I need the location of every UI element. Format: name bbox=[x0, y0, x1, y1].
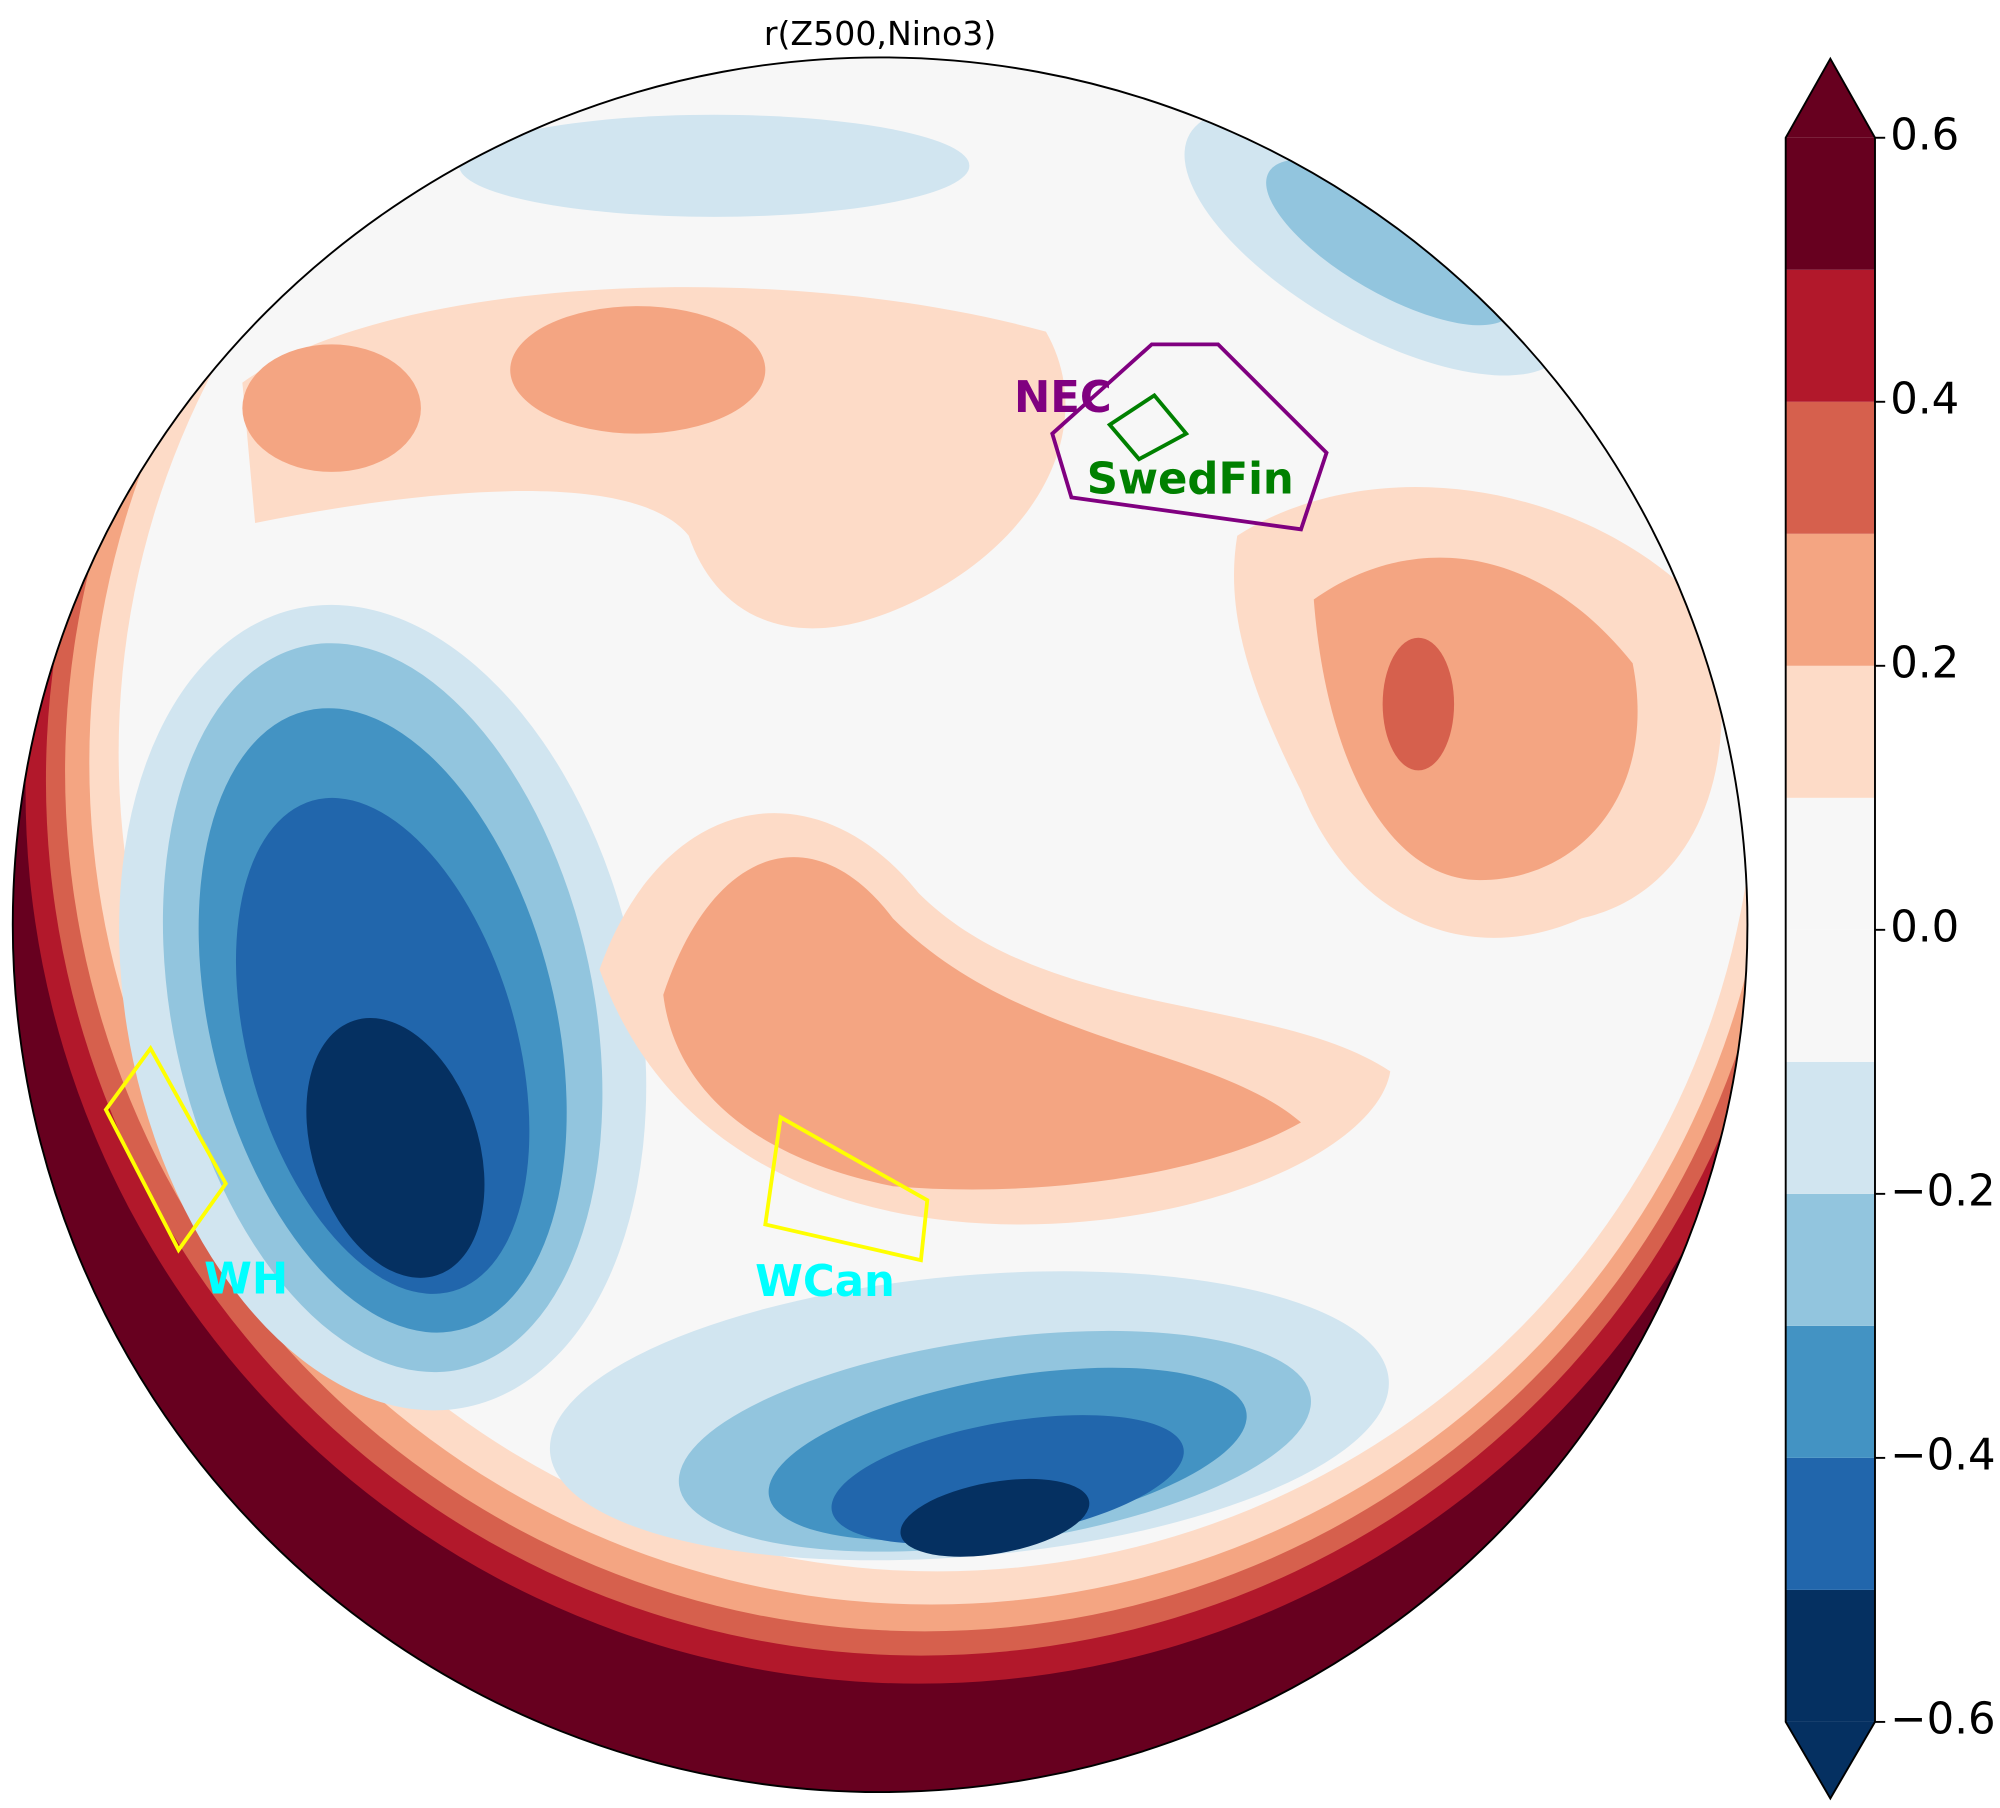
colorbar-bin bbox=[1785, 401, 1875, 534]
contour bbox=[306, 1018, 485, 1278]
colorbar: 0.6 0.4 0.2 0.0 −0.2 −0.4 −0.6 bbox=[1784, 56, 1996, 1801]
contour bbox=[510, 306, 766, 434]
chart-title: r(Z500,Nino3) bbox=[764, 14, 996, 53]
colorbar-bin bbox=[1785, 797, 1875, 930]
contour bbox=[1266, 159, 1515, 326]
colorbar-tick-label: −0.4 bbox=[1890, 1430, 1995, 1480]
colorbar-tick-label: −0.6 bbox=[1890, 1694, 1995, 1744]
colorbar-bin bbox=[1785, 1589, 1875, 1722]
region-box bbox=[1106, 392, 1190, 462]
colorbar-extend-max bbox=[1785, 58, 1875, 138]
colorbar-tick-label: 0.2 bbox=[1890, 638, 1959, 688]
colorbar-tick-label: 0.0 bbox=[1890, 902, 1959, 952]
globe-outline bbox=[11, 56, 1749, 1794]
contour bbox=[663, 857, 1302, 1190]
region-label: NEC bbox=[1014, 373, 1112, 423]
regions: NEC SwedFin WH WCan bbox=[103, 342, 1329, 1307]
colorbar-bin bbox=[1785, 137, 1875, 270]
colorbar-extend-min bbox=[1785, 1721, 1875, 1799]
colorbar-bin bbox=[1785, 269, 1875, 402]
colorbar-bin bbox=[1785, 1193, 1875, 1326]
region-box bbox=[103, 1044, 229, 1254]
region-box bbox=[763, 1114, 930, 1263]
region-label: WH bbox=[204, 1254, 288, 1304]
colorbar-bin bbox=[1785, 533, 1875, 666]
contour bbox=[1382, 637, 1455, 771]
contour bbox=[242, 287, 1066, 629]
contour bbox=[242, 344, 421, 472]
region-label: WCan bbox=[755, 1257, 895, 1307]
colorbar-bin bbox=[1785, 1457, 1875, 1590]
colorbar-tick-label: 0.6 bbox=[1890, 110, 1959, 160]
colorbar-bin bbox=[1785, 665, 1875, 798]
colorbar-tick-label: −0.2 bbox=[1890, 1166, 1995, 1216]
colorbar-bin bbox=[1785, 1325, 1875, 1458]
colorbar-bin bbox=[1785, 929, 1875, 1062]
contour bbox=[459, 114, 970, 217]
contour bbox=[1313, 557, 1638, 881]
colorbar-bin bbox=[1785, 1061, 1875, 1194]
contour bbox=[900, 1478, 1090, 1557]
colorbar-tick-label: 0.4 bbox=[1890, 374, 1959, 424]
region-label: SwedFin bbox=[1087, 455, 1294, 505]
region-box bbox=[1050, 342, 1329, 532]
globe bbox=[12, 57, 1748, 1793]
